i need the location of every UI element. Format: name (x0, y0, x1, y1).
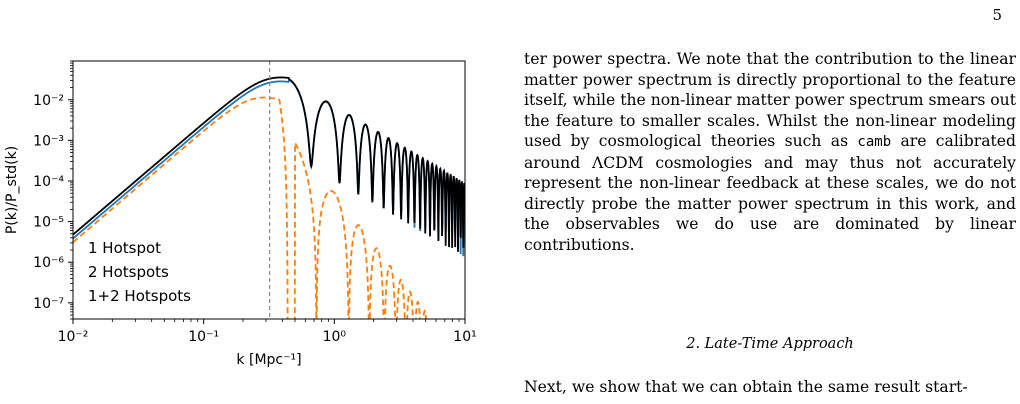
body-paragraph: ter power spectra. We note that the cont… (524, 49, 1016, 255)
x-tick-label: 10⁻² (58, 329, 89, 345)
section-heading: 2. Late-Time Approach (686, 336, 854, 352)
power-spectrum-figure: 10⁻² 10⁻¹ 10⁰ 10¹ 10⁻⁷ 10⁻⁶ 10⁻⁵ 10⁻⁴ 10⁻³ 10⁻² P… (0, 0, 490, 404)
y-tick-label: 10⁻⁴ (33, 174, 64, 190)
y-tick-label: 10⁻² (33, 93, 64, 109)
power-spectrum-chart: 10⁻² 10⁻¹ 10⁰ 10¹ 10⁻⁷ 10⁻⁶ 10⁻⁵ 10⁻⁴ 10⁻³ 10⁻² P… (4, 60, 477, 368)
y-tick-label: 10⁻³ (33, 133, 64, 149)
y-axis-label: P(k)/P_std(k) (4, 146, 20, 234)
next-paragraph: Next, we show that we can obtain the sam… (524, 378, 968, 396)
y-tick-label: 10⁻⁵ (33, 215, 64, 231)
series-2-hotspots-line (73, 96, 432, 319)
camb-code-name: camb (857, 134, 892, 150)
plot-lines (73, 61, 465, 319)
paragraph-text-part-1: ter power spectra. We note that the cont… (524, 50, 1016, 150)
legend-item-2-hotspots: 2 Hotspots (88, 263, 169, 281)
page-number: 5 (992, 6, 1002, 24)
x-tick-label: 10¹ (453, 329, 476, 345)
x-axis-label: k [Mpc⁻¹] (236, 352, 301, 368)
series-1-2-hotspots-line (73, 76, 465, 252)
x-tick-label: 10⁰ (323, 329, 347, 345)
paragraph-text-part-2: are calibrated around ΛCDM cosmologies a… (524, 132, 1016, 254)
y-tick-label: 10⁻⁷ (33, 296, 64, 312)
legend-item-1-2-hotspots: 1+2 Hotspots (88, 287, 191, 305)
plot-series (73, 76, 465, 319)
axis-ticks: 10⁻² 10⁻¹ 10⁰ 10¹ 10⁻⁷ 10⁻⁶ 10⁻⁵ 10⁻⁴ 10⁻³ 10⁻² (33, 60, 477, 345)
y-tick-label: 10⁻⁶ (33, 255, 64, 271)
x-tick-label: 10⁻¹ (188, 329, 219, 345)
legend-item-1-hotspot: 1 Hotspot (88, 239, 161, 257)
